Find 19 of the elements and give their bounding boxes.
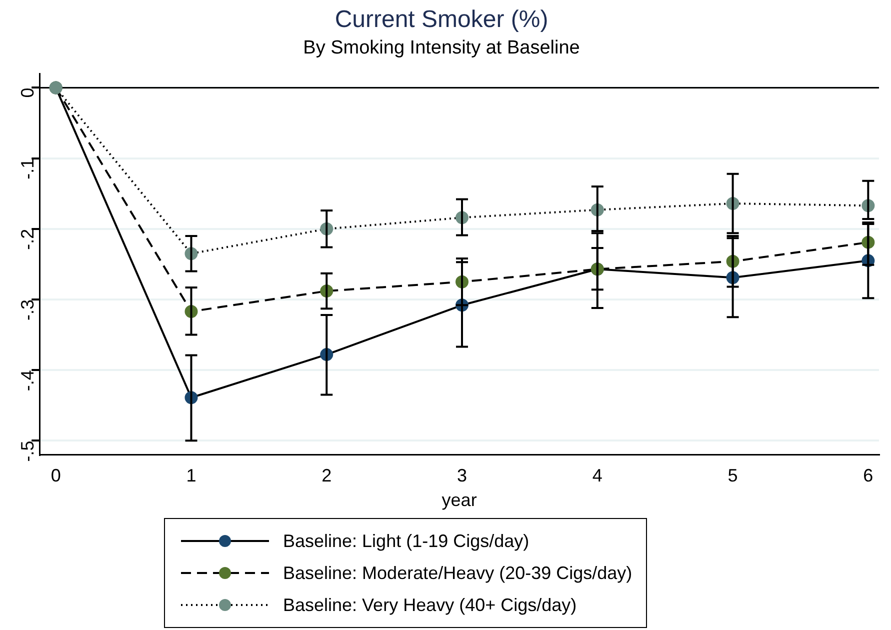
y-tick-label: 0	[18, 88, 38, 98]
x-tick-label: 6	[863, 466, 874, 486]
legend-label: Baseline: Light (1-19 Cigs/day)	[283, 530, 530, 552]
chart-title: Current Smoker (%)	[334, 6, 548, 34]
legend-label: Baseline: Very Heavy (40+ Cigs/day)	[283, 594, 577, 616]
x-tick-label: 2	[322, 466, 332, 486]
x-tick-label: 1	[186, 466, 196, 486]
y-tick-label: -.4	[18, 370, 38, 392]
x-axis-title: year	[442, 490, 477, 510]
y-tick-label: -.3	[18, 299, 38, 321]
chart-subtitle: By Smoking Intensity at Baseline	[303, 37, 580, 58]
legend-label: Baseline: Moderate/Heavy (20-39 Cigs/day)	[283, 562, 632, 584]
y-tick-label: -.5	[18, 440, 38, 462]
x-tick-label: 0	[50, 466, 61, 486]
x-tick-label: 5	[728, 466, 738, 486]
x-tick-label: 4	[592, 466, 602, 486]
y-tick-label: -.1	[18, 158, 38, 180]
y-tick-label: -.2	[18, 228, 38, 250]
x-tick-label: 3	[457, 466, 468, 486]
